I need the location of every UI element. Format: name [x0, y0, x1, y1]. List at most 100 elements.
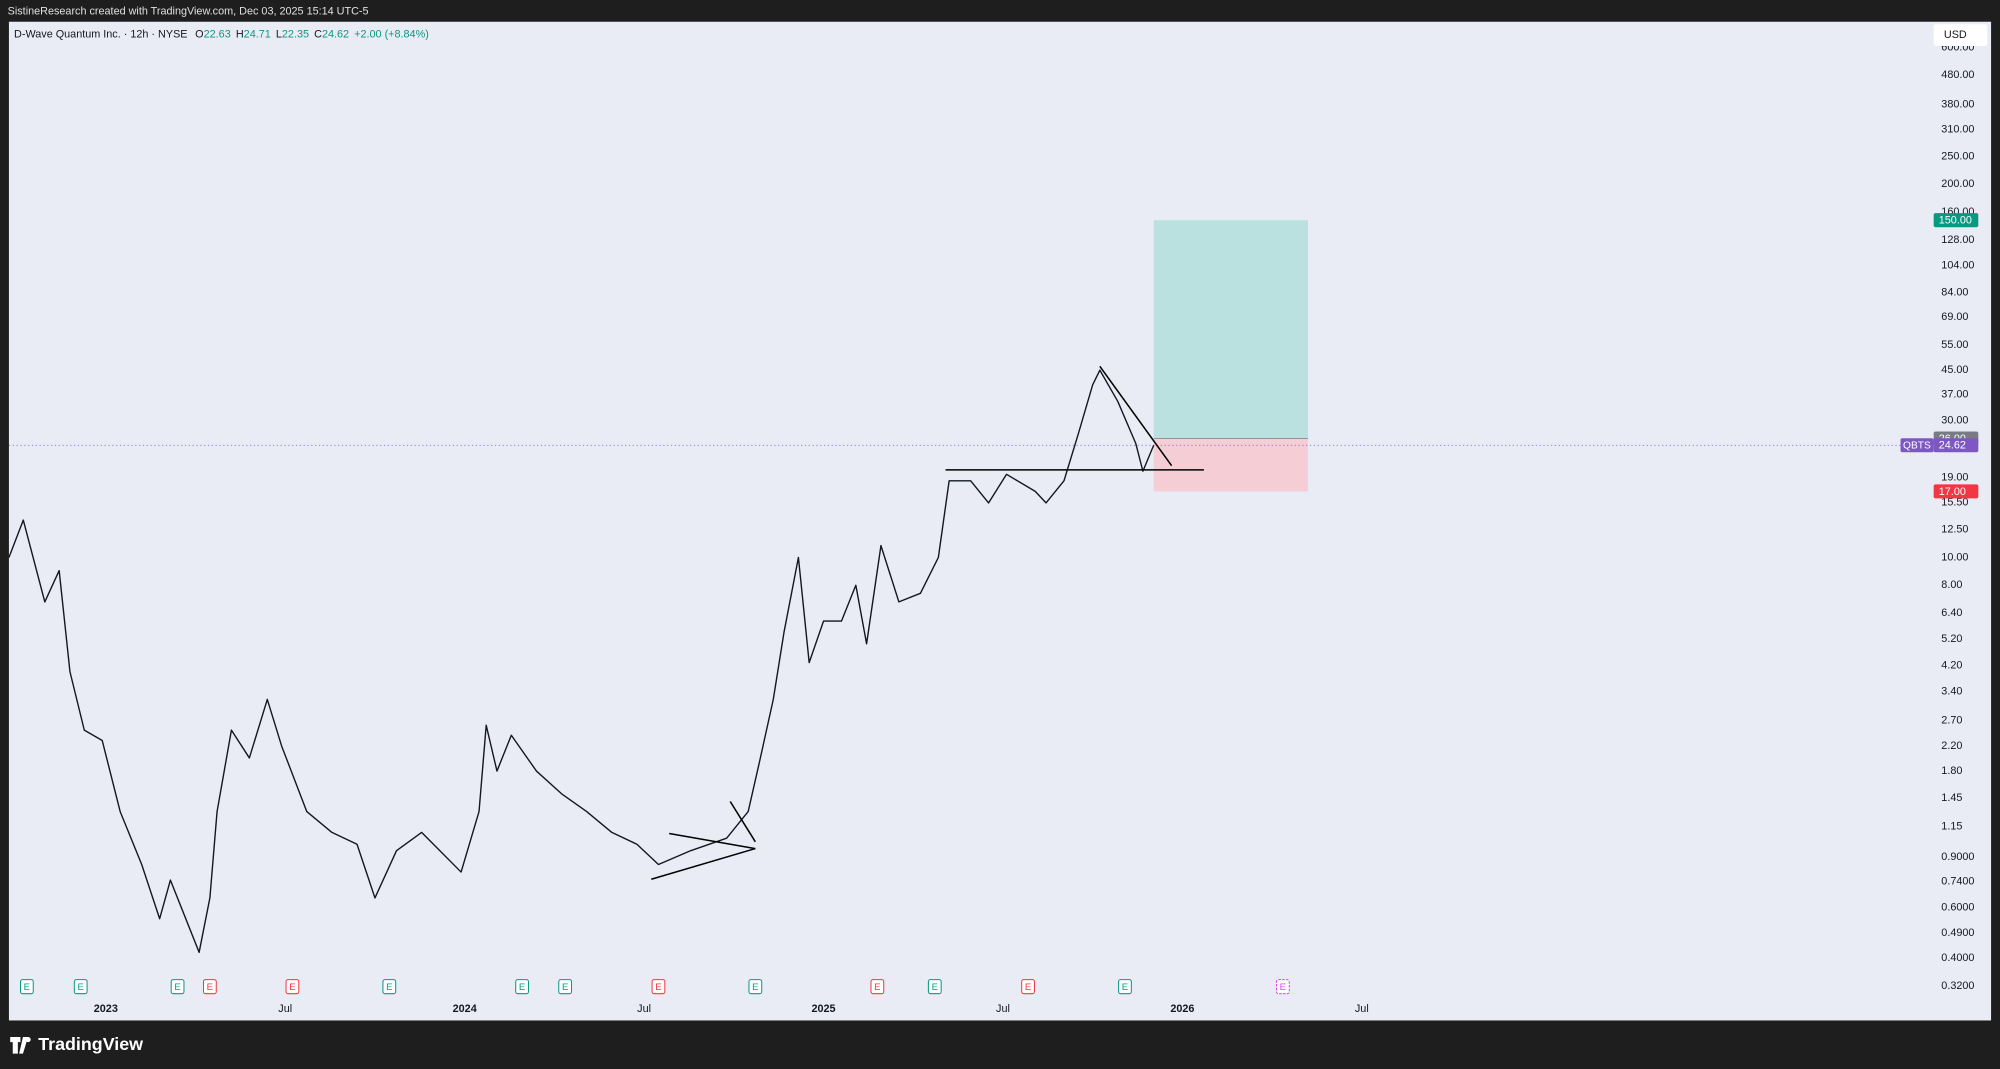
y-tick-label: 128.00 [1941, 234, 1974, 246]
earnings-marker [285, 979, 300, 995]
trendline [1099, 365, 1173, 467]
earnings-marker [1118, 979, 1132, 995]
earnings-label: E [874, 982, 880, 993]
ohlc-label: L [276, 28, 282, 40]
y-tick-label: 4.20 [1941, 659, 1962, 671]
earnings-label: E [207, 982, 213, 993]
earnings-label: E [174, 982, 180, 993]
legend: D-Wave Quantum Inc. · 12h · NYSE O22.63 H2… [14, 28, 429, 40]
y-tick-label: 10.00 [1941, 551, 1968, 563]
y-tick-label: 310.00 [1941, 124, 1974, 136]
earnings-marker [73, 979, 88, 995]
y-tick-label: 30.00 [1941, 415, 1968, 427]
ohlc-value: 24.71 [244, 28, 271, 40]
x-tick-label: 2025 [811, 1003, 835, 1015]
stop-badge [1933, 484, 1979, 499]
y-tick-label: 1.45 [1941, 792, 1962, 804]
y-tick-label: 250.00 [1941, 150, 1974, 162]
y-tick-label: 55.00 [1941, 339, 1968, 351]
credit: SistineResearch created with TradingView… [8, 5, 369, 17]
earnings-marker [515, 979, 529, 995]
brand-name: TradingView [38, 1034, 143, 1054]
trendline [669, 832, 756, 850]
trendline [729, 801, 756, 843]
y-tick-label: 104.00 [1941, 260, 1974, 272]
earnings-label: E [932, 982, 938, 993]
ohlc-value: 22.63 [204, 28, 231, 40]
x-tick-label: 2024 [453, 1003, 477, 1015]
change: +2.00 (+8.84%) [354, 28, 429, 40]
last-badge [1933, 438, 1979, 453]
x-tick-label: Jul [1355, 1003, 1369, 1015]
earnings-label: E [1280, 982, 1286, 993]
x-tick-label: 2023 [94, 1003, 118, 1015]
target-badge-label: 150.00 [1939, 215, 1972, 227]
y-tick-label: 0.3200 [1941, 980, 1974, 992]
ohlc-label: C [314, 28, 322, 40]
earnings-label: E [289, 982, 295, 993]
y-tick-label: 480.00 [1941, 69, 1974, 81]
y-tick-label: 8.00 [1941, 579, 1962, 591]
brand-logo [10, 1037, 31, 1054]
last-symbol: QBTS [1903, 441, 1931, 452]
y-tick-label: 45.00 [1941, 364, 1968, 376]
y-tick-label: 5.20 [1941, 633, 1962, 645]
y-tick-label: 12.50 [1941, 524, 1968, 536]
earnings-label: E [386, 982, 392, 993]
earnings-label: E [562, 982, 568, 993]
last-symbol-badge [1900, 438, 1934, 453]
x-tick-label: Jul [278, 1003, 292, 1015]
ohlc-value: 22.35 [282, 28, 309, 40]
price-line [8, 369, 1155, 954]
loss-zone [1153, 438, 1308, 492]
y-tick-label: 380.00 [1941, 98, 1974, 110]
earnings-label: E [24, 982, 30, 993]
ohlc-label: O [195, 28, 203, 40]
earnings-label: E [655, 982, 661, 993]
earnings-marker [170, 979, 185, 995]
earnings-marker [558, 979, 573, 995]
earnings-marker [1275, 979, 1290, 995]
y-tick-label: 0.4000 [1941, 952, 1974, 964]
y-tick-label: 0.6000 [1941, 902, 1974, 914]
earnings-label: E [78, 982, 84, 993]
earnings-marker [870, 979, 885, 995]
y-tick-label: 19.00 [1941, 471, 1968, 483]
earnings-marker [19, 979, 34, 995]
y-tick-label: 1.80 [1941, 765, 1962, 777]
earnings-marker [748, 979, 763, 995]
earnings-marker [927, 979, 942, 995]
earnings-label: E [519, 982, 525, 993]
ohlc-value: 24.62 [322, 28, 349, 40]
y-tick-label: 84.00 [1941, 286, 1968, 298]
stop-badge-label: 17.00 [1939, 486, 1966, 498]
trendline [651, 847, 756, 881]
y-tick-label: 0.9000 [1941, 851, 1974, 863]
profit-zone [1153, 220, 1308, 439]
target-badge [1933, 213, 1979, 228]
x-tick-label: Jul [637, 1003, 651, 1015]
y-tick-label: 0.7400 [1941, 876, 1974, 888]
earnings-label: E [752, 982, 758, 993]
earnings-marker [651, 979, 666, 995]
earnings-label: E [1025, 982, 1031, 993]
currency-box [1933, 24, 1988, 46]
x-tick-label: Jul [996, 1003, 1010, 1015]
y-tick-label: 2.20 [1941, 740, 1962, 752]
currency: USD [1944, 29, 1967, 41]
earnings-marker [1021, 979, 1035, 995]
chart-area [8, 21, 1992, 1021]
legend-title: D-Wave Quantum Inc. · 12h · NYSE [14, 28, 188, 40]
y-tick-label: 0.4900 [1941, 927, 1974, 939]
y-tick-label: 6.40 [1941, 607, 1962, 619]
brand: TradingView [10, 1034, 143, 1054]
earnings-label: E [1122, 982, 1128, 993]
y-tick-label: 200.00 [1941, 178, 1974, 190]
ohlc-label: H [236, 28, 244, 40]
earnings-marker [382, 979, 397, 995]
y-tick-label: 1.15 [1941, 821, 1962, 833]
earnings-marker [203, 979, 217, 995]
y-tick-label: 69.00 [1941, 311, 1968, 323]
